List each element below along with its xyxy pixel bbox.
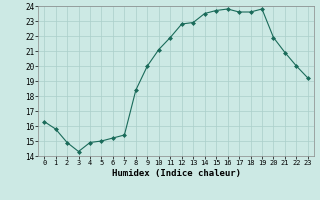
X-axis label: Humidex (Indice chaleur): Humidex (Indice chaleur) — [111, 169, 241, 178]
